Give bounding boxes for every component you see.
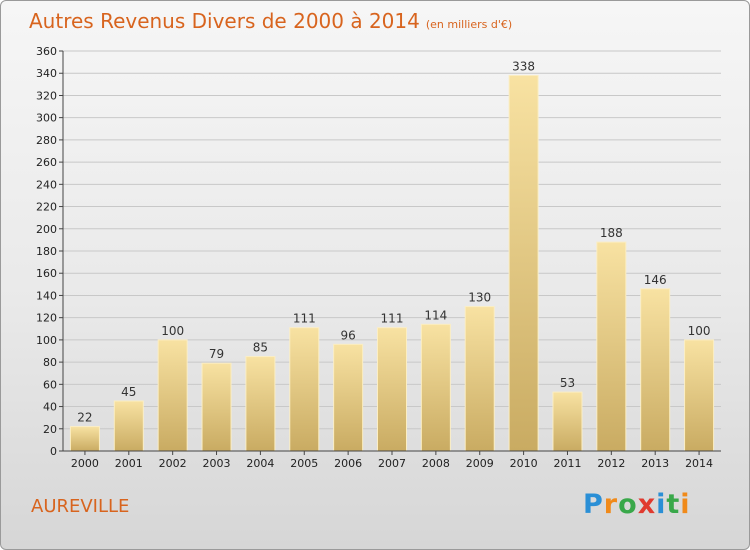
bar-value-label: 96 <box>340 328 355 342</box>
x-tick-label: 2014 <box>685 457 713 470</box>
labels: 0 20 40 60 80 100 120 140 160 180 200 220 240 260 280 3… <box>36 45 713 470</box>
bar-value-label: 22 <box>77 411 92 425</box>
x-tick-label: 2012 <box>597 457 625 470</box>
bar <box>113 400 144 452</box>
x-tick-label: 2008 <box>422 457 450 470</box>
bar-value-label: 188 <box>600 226 623 240</box>
bar <box>333 343 364 452</box>
bar-value-label: 111 <box>381 312 404 326</box>
y-tick-label: 160 <box>36 267 57 280</box>
y-tick-label: 300 <box>36 112 57 125</box>
x-tick-label: 2004 <box>246 457 274 470</box>
proxiti-logo: Proxiti <box>583 489 691 520</box>
y-tick-label: 180 <box>36 245 57 258</box>
bar <box>377 327 407 452</box>
bar <box>640 288 671 452</box>
title-main: Autres Revenus Divers de 2000 à 2014 <box>29 9 420 33</box>
x-tick-label: 2007 <box>378 457 406 470</box>
bar-value-label: 100 <box>161 324 184 338</box>
x-tick-label: 2011 <box>553 457 581 470</box>
bar <box>69 426 100 452</box>
bar <box>596 241 627 452</box>
y-tick-label: 220 <box>36 201 57 214</box>
bar <box>201 362 232 452</box>
logo-letter: x <box>637 489 657 520</box>
bar-value-label: 79 <box>209 347 224 361</box>
bar <box>245 356 276 452</box>
bar <box>508 74 539 452</box>
bar <box>464 306 495 452</box>
bar-value-label: 85 <box>253 341 268 355</box>
bar <box>552 391 583 452</box>
y-tick-label: 320 <box>36 89 57 102</box>
x-tick-label: 2013 <box>641 457 669 470</box>
x-tick-label: 2010 <box>510 457 538 470</box>
x-tick-label: 2000 <box>71 457 99 470</box>
commune-name: AUREVILLE <box>31 496 130 517</box>
y-tick-label: 360 <box>36 45 57 58</box>
x-tick-label: 2003 <box>203 457 231 470</box>
logo-letter: P <box>583 489 604 520</box>
bar <box>157 339 188 452</box>
y-tick-label: 60 <box>43 378 57 391</box>
bar-value-label: 146 <box>644 273 667 287</box>
chart-title: Autres Revenus Divers de 2000 à 2014 (en … <box>29 9 512 33</box>
logo-letter: r <box>603 489 619 520</box>
y-tick-label: 40 <box>43 401 57 414</box>
logo-letter: t <box>666 489 681 520</box>
bar-value-label: 338 <box>512 59 535 73</box>
x-tick-label: 2006 <box>334 457 362 470</box>
title-unit: (en milliers d'€) <box>425 18 513 31</box>
y-tick-label: 200 <box>36 223 57 236</box>
y-tick-label: 340 <box>36 67 57 80</box>
x-tick-label: 2005 <box>290 457 318 470</box>
y-tick-label: 140 <box>36 289 57 302</box>
y-tick-label: 0 <box>50 445 57 458</box>
y-tick-label: 260 <box>36 156 57 169</box>
x-tick-label: 2001 <box>115 457 143 470</box>
bar-value-label: 111 <box>293 312 316 326</box>
y-tick-label: 120 <box>36 312 57 325</box>
bar <box>289 327 320 452</box>
y-tick-label: 20 <box>43 423 57 436</box>
logo-letter: i <box>656 489 667 520</box>
y-tick-label: 240 <box>36 178 57 191</box>
bar-value-label: 130 <box>468 291 491 305</box>
bars <box>69 74 715 452</box>
bar-value-label: 53 <box>560 376 575 390</box>
y-tick-label: 280 <box>36 134 57 147</box>
logo-letter: o <box>618 489 638 520</box>
y-tick-label: 80 <box>43 356 57 369</box>
bar-value-label: 100 <box>688 324 711 338</box>
bar <box>684 339 715 452</box>
x-tick-label: 2002 <box>159 457 187 470</box>
logo-letter: i <box>680 489 691 520</box>
y-tick-label: 100 <box>36 334 57 347</box>
bar <box>420 323 451 452</box>
axes <box>59 50 721 455</box>
bar-value-label: 45 <box>121 385 136 399</box>
x-tick-label: 2009 <box>466 457 494 470</box>
bar-value-label: 114 <box>424 308 447 322</box>
